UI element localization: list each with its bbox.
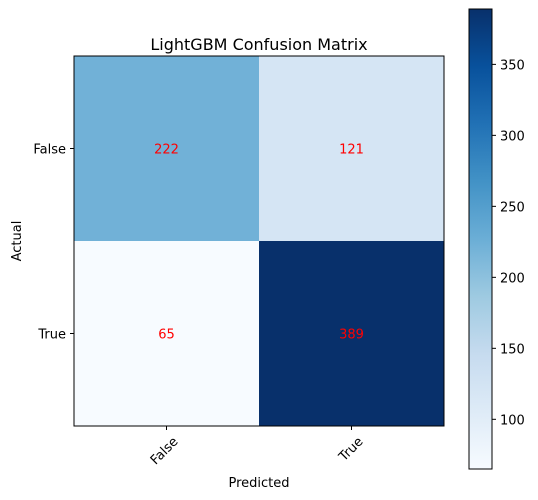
colorbar-tick-label: 350	[500, 58, 525, 73]
x-tick-label: True	[336, 434, 367, 465]
cell-value-label: 121	[339, 143, 364, 158]
colorbar-ticks: 100 150 200 250 300 350	[492, 58, 525, 428]
plot-frame	[73, 55, 445, 427]
x-axis-ticks: False True	[148, 426, 367, 468]
colorbar-tick-label: 100	[500, 413, 525, 428]
colorbar-tick-label: 250	[500, 200, 525, 215]
x-axis-label: Predicted	[228, 476, 289, 491]
x-tick-label: False	[148, 434, 182, 468]
y-axis-ticks: False True	[33, 143, 74, 343]
cell-value-label: 222	[154, 143, 179, 158]
cell-value-label: 389	[339, 328, 364, 343]
y-tick-label: True	[37, 328, 66, 343]
colorbar	[468, 8, 493, 470]
colorbar-tick-label: 200	[500, 271, 525, 286]
chart-title: LightGBM Confusion Matrix	[150, 35, 367, 54]
colorbar-tick-label: 300	[500, 129, 525, 144]
y-tick-label: False	[33, 143, 66, 158]
heatmap-cells	[74, 56, 444, 426]
colorbar-tick-label: 150	[500, 342, 525, 357]
heatmap-cell-1-0	[74, 241, 259, 426]
heatmap-cell-0-1	[259, 56, 444, 241]
heatmap-cell-labels: 222 121 65 389	[154, 143, 364, 343]
heatmap-cell-0-0	[74, 56, 259, 241]
heatmap-cell-1-1	[259, 241, 444, 426]
y-axis-label: Actual	[10, 221, 25, 262]
cell-value-label: 65	[158, 328, 175, 343]
